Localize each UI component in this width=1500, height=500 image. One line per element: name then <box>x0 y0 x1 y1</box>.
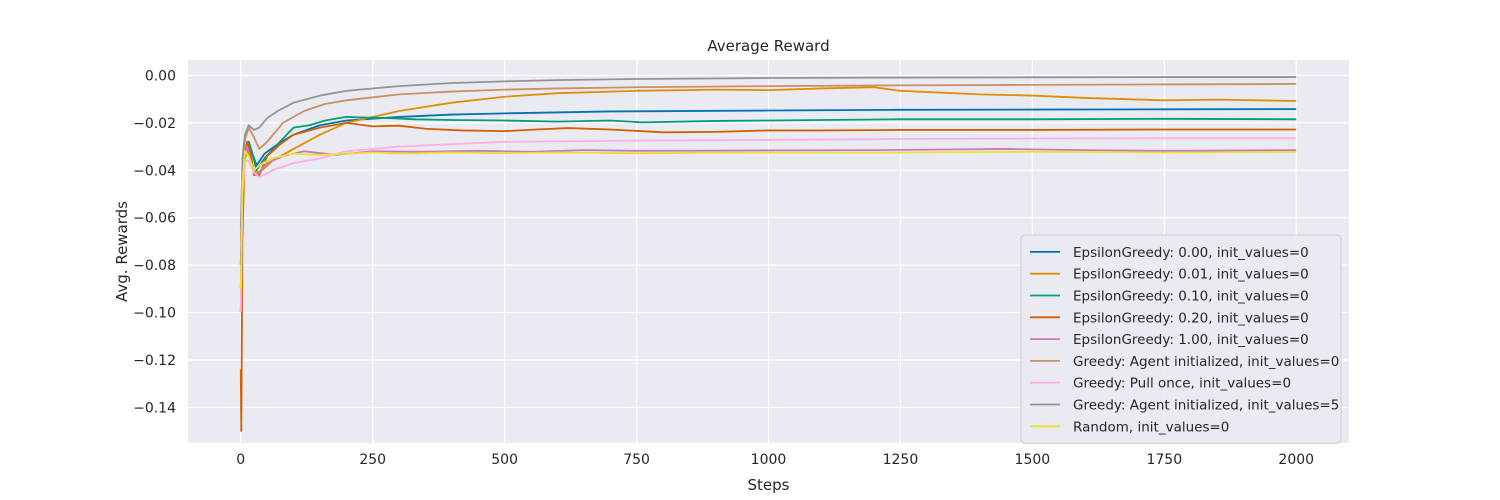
y-tick-label: −0.10 <box>133 306 176 322</box>
series-line <box>239 137 1297 313</box>
legend-label: EpsilonGreedy: 0.00, init_values=0 <box>1073 245 1309 261</box>
series-line <box>239 83 1297 242</box>
legend-label: Random, init_values=0 <box>1073 419 1229 435</box>
legend-label: EpsilonGreedy: 0.10, init_values=0 <box>1073 289 1309 305</box>
x-tick-label: 1500 <box>1015 452 1051 468</box>
y-axis-label: Avg. Rewards <box>113 201 131 302</box>
legend-label: EpsilonGreedy: 0.20, init_values=0 <box>1073 310 1309 326</box>
legend-label: Greedy: Pull once, init_values=0 <box>1073 376 1291 392</box>
x-tick-label: 1250 <box>883 452 919 468</box>
x-tick-label: 750 <box>623 452 650 468</box>
y-axis-ticks: −0.14 −0.12 −0.10 −0.08 −0.06 −0.04 −0.02 0.00 <box>133 68 176 416</box>
series-line <box>239 150 1297 289</box>
y-tick-label: 0.00 <box>145 68 176 84</box>
legend-label: Greedy: Agent initialized, init_values=0 <box>1073 354 1339 370</box>
x-tick-label: 250 <box>359 452 386 468</box>
x-tick-label: 1000 <box>751 452 787 468</box>
series-line <box>239 121 1297 433</box>
legend-label: EpsilonGreedy: 1.00, init_values=0 <box>1073 332 1309 348</box>
chart-title: Average Reward <box>707 37 829 55</box>
x-axis-label: Steps <box>748 476 790 494</box>
series-line <box>239 116 1297 289</box>
legend-label: Greedy: Agent initialized, init_values=5 <box>1073 398 1339 414</box>
x-tick-label: 0 <box>236 452 245 468</box>
y-tick-label: −0.02 <box>133 116 176 132</box>
y-tick-label: −0.06 <box>133 211 176 227</box>
legend: EpsilonGreedy: 0.00, init_values=0 Epsilo… <box>1020 234 1342 444</box>
legend-box <box>1020 234 1342 444</box>
y-tick-label: −0.08 <box>133 258 176 274</box>
series-line <box>239 76 1297 230</box>
y-tick-label: −0.14 <box>133 400 176 416</box>
legend-label: EpsilonGreedy: 0.01, init_values=0 <box>1073 267 1309 283</box>
x-tick-label: 1750 <box>1146 452 1182 468</box>
y-tick-label: −0.12 <box>133 353 176 369</box>
x-tick-label: 500 <box>491 452 518 468</box>
series-lines <box>239 76 1297 433</box>
y-tick-label: −0.04 <box>133 163 176 179</box>
x-axis-ticks: 0 250 500 750 1000 1250 1500 1750 2000 <box>236 452 1314 468</box>
x-tick-label: 2000 <box>1278 452 1314 468</box>
